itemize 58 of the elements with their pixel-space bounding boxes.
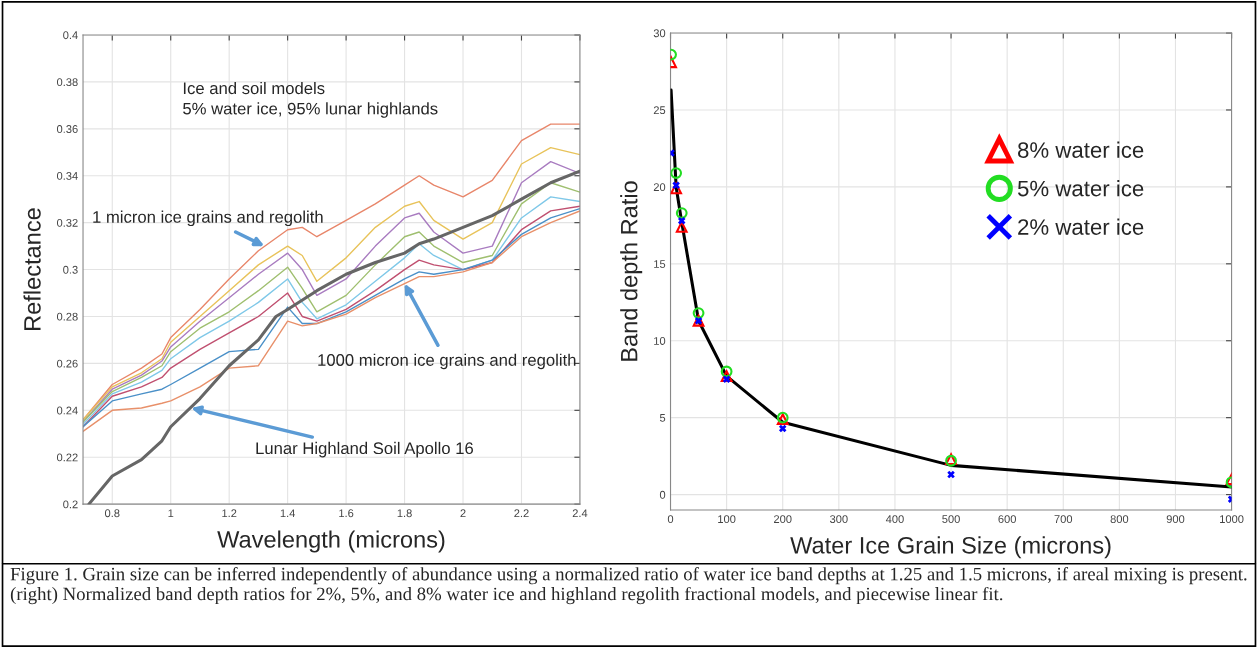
x-axis-title: Wavelength (microns) <box>217 530 445 553</box>
x-tick-label: 0.8 <box>104 509 120 518</box>
y-tick-label: 30 <box>653 29 666 38</box>
y-tick-label: 0.36 <box>56 125 78 133</box>
annotation: 1 micron ice grains and regolith <box>93 210 323 227</box>
y-axis-title: Band depth Ratio <box>620 181 643 361</box>
y-tick-label: 0.4 <box>63 31 78 40</box>
y-tick-label: 20 <box>653 183 666 192</box>
y-axis-title: Reflectance <box>23 208 41 330</box>
point <box>670 167 683 179</box>
point <box>675 207 688 219</box>
annotation: Ice and soil models 5% water ice, 95% lunar highlands <box>183 81 438 118</box>
x-tick-label: 0 <box>667 515 674 523</box>
x-tick-label: 900 <box>1166 515 1185 523</box>
x-tick-label: 2.4 <box>572 509 588 518</box>
x-tick-label: 1000 <box>1220 515 1244 523</box>
point <box>720 365 733 378</box>
x-tick-label: 700 <box>1054 515 1073 523</box>
x-tick-label: 300 <box>829 515 848 523</box>
x-tick-label: 800 <box>1110 515 1129 523</box>
legend-label: 5% water ice <box>1017 180 1144 197</box>
y-tick-label: 0.2 <box>63 500 78 509</box>
legend-label: 8% water ice <box>1018 141 1144 158</box>
x-tick-label: 2 <box>460 509 466 518</box>
x-tick-label: 1.4 <box>280 509 296 518</box>
line-series <box>670 88 1232 489</box>
y-tick-label: 0.26 <box>56 359 78 368</box>
y-tick-label: 0 <box>659 490 666 499</box>
y-tick-label: 0.38 <box>56 78 78 87</box>
y-tick-label: 0.32 <box>56 218 78 227</box>
x-axis-title: Water Ice Grain Size (microns) <box>790 536 1111 559</box>
x-tick-label: 1.8 <box>397 509 412 518</box>
x-tick-label: 100 <box>718 515 736 523</box>
line-series <box>87 169 580 505</box>
x-tick-label: 1.2 <box>222 509 237 518</box>
y-tick-label: 0.34 <box>56 172 78 180</box>
caption: Figure 1. Grain size can be inferred independently of abundance using a normalized ratio of water ice band depths at 1.25 and 1.5 microns, if areal mixing is present. (right) Normalized band depth ratios for 2%, 5%, and 8% water ice and highland regolith fractional models, and piecewise linear fit. <box>10 567 1247 605</box>
y-tick-label: 0.22 <box>56 453 78 462</box>
x-tick-label: 2.2 <box>514 509 529 518</box>
y-tick-label: 0.24 <box>56 406 78 415</box>
x-tick-label: 200 <box>774 515 792 523</box>
point <box>720 370 733 383</box>
x-tick-label: 400 <box>885 515 904 523</box>
legend-label: 2% water ice <box>1018 218 1144 235</box>
y-tick-label: 10 <box>654 337 666 345</box>
x-tick-label: 1 <box>168 509 174 518</box>
y-tick-label: 5 <box>659 414 666 422</box>
x-tick-label: 1.6 <box>339 509 354 518</box>
y-tick-label: 0.28 <box>56 312 78 321</box>
point <box>692 307 705 319</box>
y-tick-label: 15 <box>654 260 666 268</box>
y-tick-label: 25 <box>653 106 666 115</box>
point <box>670 182 683 195</box>
annotation: Lunar Highland Soil Apollo 16 <box>256 441 474 458</box>
x-tick-label: 600 <box>998 515 1016 523</box>
annotation: 1000 micron ice grains and regolith <box>318 353 576 370</box>
x-tick-label: 500 <box>942 515 960 523</box>
y-tick-label: 0.3 <box>63 265 78 274</box>
